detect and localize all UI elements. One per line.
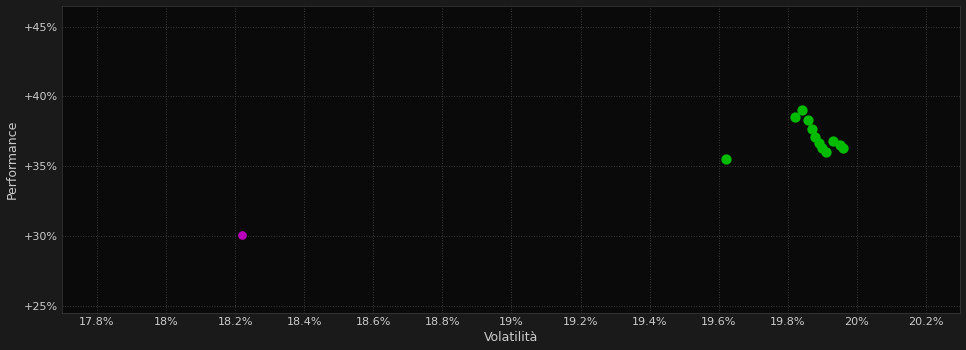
Point <box>801 117 816 123</box>
Point <box>811 140 827 145</box>
Point <box>808 134 823 140</box>
Y-axis label: Performance: Performance <box>6 120 18 199</box>
Point <box>235 232 250 238</box>
Point <box>718 156 733 162</box>
Point <box>825 138 840 144</box>
Point <box>787 114 803 119</box>
Point <box>794 107 810 113</box>
Point <box>832 142 847 148</box>
Point <box>804 126 819 131</box>
Point <box>836 145 851 151</box>
X-axis label: Volatilità: Volatilità <box>484 331 539 344</box>
Point <box>818 149 834 155</box>
Point <box>814 145 830 151</box>
